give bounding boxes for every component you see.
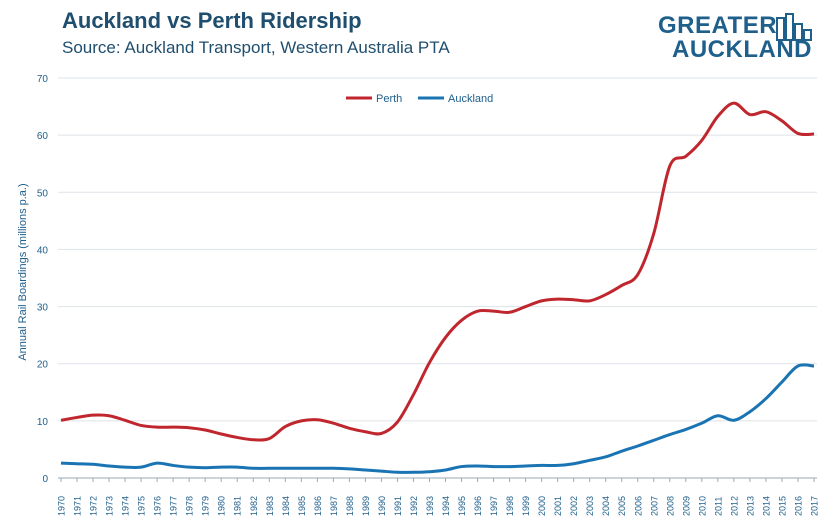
x-tick-label: 2013 <box>745 496 755 516</box>
x-tick-label: 2004 <box>601 496 611 516</box>
x-tick-label: 2002 <box>569 496 579 516</box>
x-tick-label: 2003 <box>585 496 595 516</box>
x-tick-label: 1997 <box>489 496 499 516</box>
x-tick-label: 2012 <box>729 496 739 516</box>
series-line-perth <box>60 101 815 442</box>
x-tick-label: 1986 <box>313 496 323 516</box>
x-tick-label: 1976 <box>153 496 163 516</box>
chart-title: Auckland vs Perth Ridership <box>62 8 362 33</box>
y-tick-label: 40 <box>37 245 49 256</box>
x-tick-label: 1980 <box>217 496 227 516</box>
x-tick-label: 1985 <box>297 496 307 516</box>
x-tick-label: 1975 <box>137 496 147 516</box>
logo-text-greater: GREATER <box>658 12 778 39</box>
x-tick-label: 1971 <box>73 496 83 516</box>
legend-label-perth: Perth <box>376 93 402 105</box>
x-tick-label: 2009 <box>681 496 691 516</box>
x-tick-label: 2014 <box>761 496 771 516</box>
x-tick-label: 2008 <box>665 496 675 516</box>
series-line-auckland <box>60 363 815 474</box>
x-tick-label: 1991 <box>393 496 403 516</box>
x-tick-label: 1984 <box>281 496 291 516</box>
y-tick-label: 30 <box>37 303 49 314</box>
y-tick-label: 20 <box>37 360 49 371</box>
x-tick-label: 2010 <box>697 496 707 516</box>
x-tick-label: 1982 <box>249 496 259 516</box>
y-tick-label: 60 <box>37 131 49 142</box>
x-tick-label: 2015 <box>777 496 787 516</box>
x-tick-label: 1974 <box>121 496 131 516</box>
y-tick-label: 10 <box>37 417 49 428</box>
x-tick-label: 1979 <box>201 496 211 516</box>
x-tick-label: 2001 <box>553 496 563 516</box>
x-tick-label: 1988 <box>345 496 355 516</box>
x-tick-label: 2007 <box>649 496 659 516</box>
x-tick-label: 1978 <box>185 496 195 516</box>
x-tick-label: 1987 <box>329 496 339 516</box>
y-tick-label: 70 <box>37 74 49 85</box>
x-tick-label: 1992 <box>409 496 419 516</box>
x-tick-label: 1972 <box>89 496 99 516</box>
x-tick-label: 1981 <box>233 496 243 516</box>
x-tick-label: 1996 <box>473 496 483 516</box>
x-tick-label: 1983 <box>265 496 275 516</box>
legend-label-auckland: Auckland <box>448 93 493 105</box>
x-tick-label: 1994 <box>441 496 451 516</box>
gridlines <box>58 77 817 479</box>
x-tick-label: 1995 <box>457 496 467 516</box>
x-tick-label: 1993 <box>425 496 435 516</box>
y-axis-ticks: 0 10 20 30 40 50 60 70 <box>37 74 49 485</box>
x-tick-label: 2000 <box>537 496 547 516</box>
x-tick-label: 1973 <box>105 496 115 516</box>
x-tick-label: 1990 <box>377 496 387 516</box>
x-tick-label: 2016 <box>793 496 803 516</box>
city-skyline-icon <box>776 13 812 41</box>
x-tick-label: 2005 <box>617 496 627 516</box>
x-tick-label: 1999 <box>521 496 531 516</box>
x-tick-label: 1998 <box>505 496 515 516</box>
chart-subtitle: Source: Auckland Transport, Western Aust… <box>62 38 450 57</box>
x-tick-label: 2017 <box>810 496 820 516</box>
x-tick-label: 2011 <box>713 497 723 516</box>
x-tick-label: 1977 <box>169 496 179 516</box>
x-tick-label: 1970 <box>57 496 67 516</box>
y-tick-label: 0 <box>42 474 48 485</box>
legend: Perth Auckland <box>346 93 493 105</box>
x-axis-ticks: 1970 1971 1972 1973 1974 1975 1976 1977 1978 1979… <box>57 478 820 516</box>
series-lines <box>60 101 815 474</box>
x-tick-label: 1989 <box>361 496 371 516</box>
greater-auckland-logo: GREATER AUCKLAND <box>656 10 816 66</box>
y-tick-label: 50 <box>37 188 49 199</box>
x-tick-label: 2006 <box>633 496 643 516</box>
y-axis-label: Annual Rail Boardings (millions p.a.) <box>17 183 29 360</box>
